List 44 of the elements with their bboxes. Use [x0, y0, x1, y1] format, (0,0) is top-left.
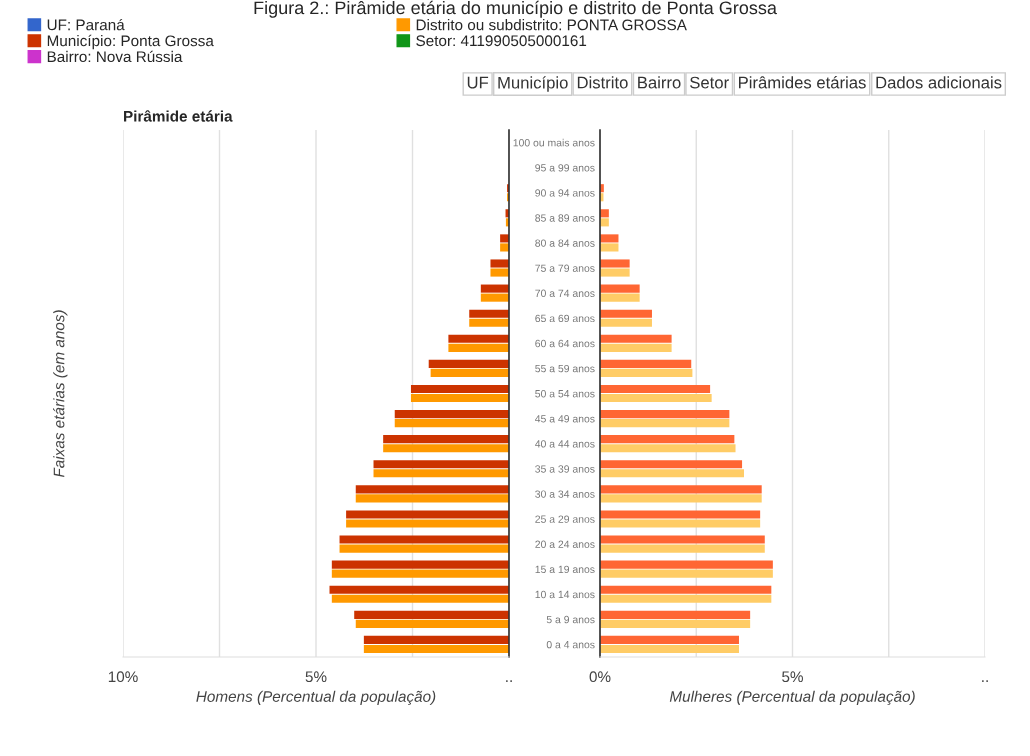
legend-label: Setor: 411990505000161 — [416, 35, 587, 47]
text: Distrito — [577, 76, 628, 89]
y-tick-label: 25 a 29 anos — [535, 515, 595, 523]
y-tick-label: 55 a 59 anos — [535, 364, 595, 373]
y-tick-label: 60 a 64 anos — [535, 339, 595, 348]
x-tick-label: .. — [506, 680, 512, 682]
y-tick-label: 100 ou mais anos — [513, 138, 595, 147]
x-tick-label: .. — [982, 680, 988, 682]
x-tick-label: 10% — [108, 671, 138, 683]
legend-label: Distrito ou subdistrito: PONTA GROSSA — [416, 19, 687, 31]
y-tick-label: 5 a 9 anos — [546, 615, 595, 624]
chart-title: Figura 2.: Pirâmide etária do município e distrito de Ponta Grossa — [254, 0, 777, 18]
y-tick-label: 15 a 19 anos — [535, 565, 595, 574]
y-tick-label: 70 a 74 anos — [535, 289, 595, 297]
y-tick-label: 35 a 39 anos — [535, 465, 595, 473]
y-tick-label: 50 a 54 anos — [535, 390, 595, 398]
legend-label: UF: Paraná — [47, 18, 125, 31]
y-axis-title: Faixas etárias (em anos) — [53, 310, 68, 478]
text: Pirâmides etárias — [739, 76, 866, 89]
y-tick-label: 45 a 49 anos — [535, 415, 595, 423]
text: Município — [498, 76, 568, 92]
y-tick-label: 80 a 84 anos — [535, 239, 595, 247]
text: Bairro — [638, 76, 681, 89]
y-tick-label: 30 a 34 anos — [535, 490, 595, 498]
y-tick-label: 90 a 94 anos — [535, 189, 595, 197]
y-tick-label: 85 a 89 anos — [535, 214, 595, 222]
y-tick-label: 95 a 99 anos — [535, 164, 595, 172]
text: UF — [467, 76, 489, 89]
legend-label: Bairro: Nova Rússia — [47, 50, 183, 63]
y-tick-label: 10 a 14 anos — [535, 590, 595, 599]
y-tick-label: 40 a 44 anos — [535, 440, 595, 448]
y-tick-label: 75 a 79 anos — [535, 264, 595, 272]
y-tick-label: 0 a 4 anos — [546, 640, 595, 649]
x-tick-label: 5% — [782, 671, 803, 683]
chart-subtitle: Pirâmide etária — [124, 110, 233, 122]
y-tick-label: 20 a 24 anos — [535, 540, 595, 548]
y-tick-label: 65 a 69 anos — [535, 314, 595, 323]
x-axis-title: Mulheres (Percentual da população) — [669, 690, 915, 705]
text: Dados adicionais — [876, 76, 1002, 89]
text: Setor — [690, 76, 729, 89]
legend-label: Município: Ponta Grossa — [47, 34, 214, 50]
x-tick-label: 0% — [589, 671, 611, 683]
x-tick-label: 5% — [305, 671, 327, 683]
x-axis-title: Homens (Percentual da população) — [196, 690, 436, 705]
